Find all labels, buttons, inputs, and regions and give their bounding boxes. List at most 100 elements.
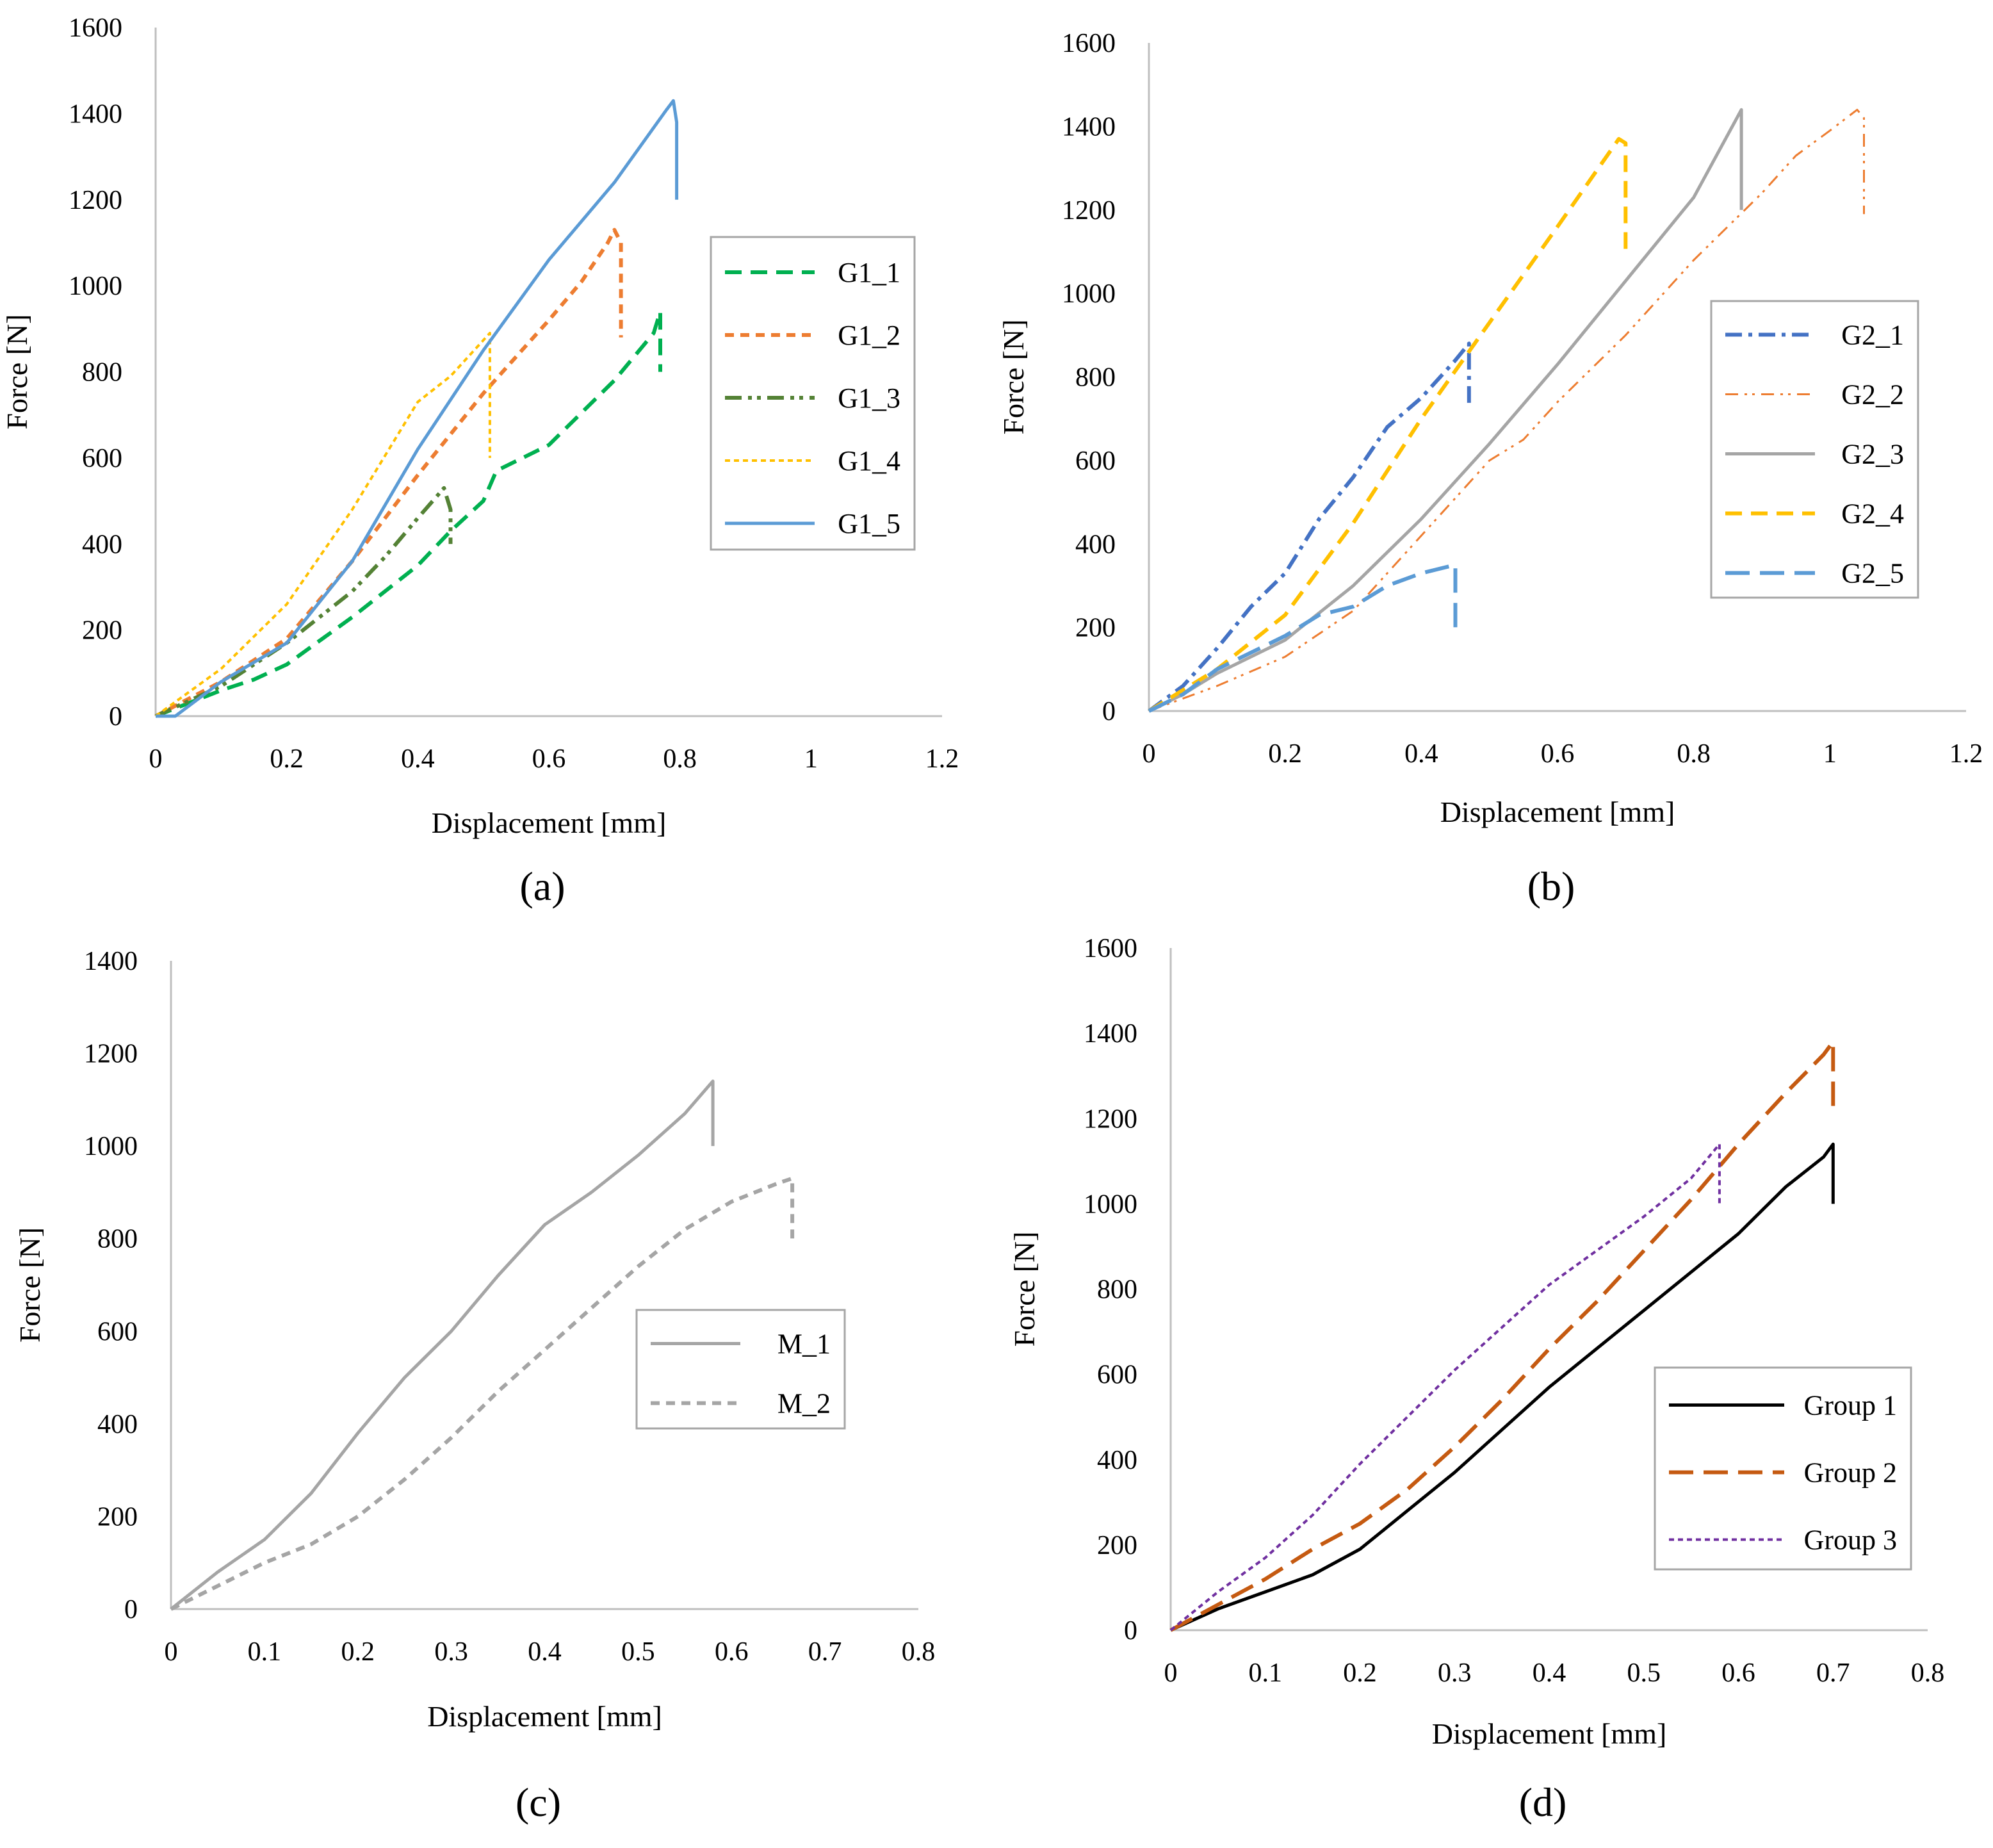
y-tick-label: 0 xyxy=(124,1595,138,1624)
x-tick-label: 0.5 xyxy=(1627,1658,1661,1688)
x-tick-label: 0.2 xyxy=(1268,739,1302,769)
legend-entry-label: G1_3 xyxy=(838,382,900,414)
y-tick-label: 600 xyxy=(97,1317,138,1346)
legend-box xyxy=(1654,1366,1912,1571)
x-tick-label: 0.6 xyxy=(1721,1658,1755,1688)
series-line-g1_4 xyxy=(154,332,491,717)
y-tick-label: 1000 xyxy=(84,1132,138,1161)
panel-label: (b) xyxy=(1527,863,1575,909)
legend-entry-label: G1_2 xyxy=(838,320,900,351)
panel-label: (d) xyxy=(1519,1779,1567,1825)
panel-d: 0 200 400 600 800 1000 1200 1400 1600 0 0.1 0.2 0.3 0… xyxy=(1008,934,1944,1825)
y-tick-label: 1600 xyxy=(1084,934,1137,963)
y-tick-label: 400 xyxy=(1097,1446,1137,1475)
panel-label: (c) xyxy=(516,1779,561,1825)
y-tick-label: 600 xyxy=(82,444,122,473)
legend-entry-label: G2_2 xyxy=(1841,379,1904,411)
x-tick-label: 0.4 xyxy=(1404,739,1438,769)
y-tick-label: 0 xyxy=(1124,1616,1137,1646)
legend: G2_1 G2_2 G2_3 G2_4 G2_5 xyxy=(1710,300,1919,599)
panel-label: (a) xyxy=(519,863,565,909)
legend-entry-label: M_2 xyxy=(777,1388,831,1419)
series-line-g2_5 xyxy=(1148,562,1458,713)
x-tick-label: 1 xyxy=(1823,739,1837,769)
series-line-g2_1 xyxy=(1148,341,1471,713)
y-tick-label: 400 xyxy=(97,1410,138,1439)
x-tick-label: 0.4 xyxy=(401,744,435,774)
panel-c: 0 200 400 600 800 1000 1200 1400 0 0.1 0.2 0.3 0.4 0.… xyxy=(13,947,935,1825)
x-tick-label: 0 xyxy=(165,1637,178,1667)
y-tick-label: 1000 xyxy=(1084,1190,1137,1219)
x-tick-label: 0.6 xyxy=(1541,739,1575,769)
y-axis-label: Force [N] xyxy=(1008,1231,1041,1346)
x-axis-label: Displacement [mm] xyxy=(1440,796,1675,828)
y-tick-label: 1400 xyxy=(1062,112,1116,142)
y-tick-label: 200 xyxy=(1097,1531,1137,1560)
legend: M_1 M_2 xyxy=(635,1309,846,1430)
series-line-g1_2 xyxy=(154,227,623,718)
y-tick-label: 400 xyxy=(1075,530,1116,559)
x-tick-label: 0 xyxy=(149,744,163,774)
legend-entry-label: Group 2 xyxy=(1804,1457,1897,1489)
y-tick-label: 0 xyxy=(109,702,122,732)
x-tick-label: 0.8 xyxy=(1677,739,1711,769)
legend-entry-label: G1_5 xyxy=(838,508,900,539)
y-tick-label: 800 xyxy=(1097,1275,1137,1305)
y-tick-label: 1200 xyxy=(69,186,122,215)
x-tick-label: 0.7 xyxy=(808,1637,842,1667)
y-tick-label: 1400 xyxy=(84,947,138,976)
series-line-g1_1 xyxy=(154,309,662,718)
legend-entry-label: M_1 xyxy=(777,1329,831,1360)
y-tick-label: 800 xyxy=(82,358,122,388)
y-tick-label: 1400 xyxy=(1084,1019,1137,1049)
y-tick-label: 1600 xyxy=(1062,29,1116,58)
y-axis-label: Force [N] xyxy=(13,1227,46,1343)
x-tick-label: 0.6 xyxy=(715,1637,749,1667)
panel-a: 0 200 400 600 800 1000 1200 1400 1600 0 0.2 0.4 0.6 0… xyxy=(1,13,959,909)
series-line-m_1 xyxy=(170,1079,715,1610)
legend-entry-label: G2_4 xyxy=(1841,498,1904,530)
legend-entry-label: G1_1 xyxy=(838,257,900,288)
y-tick-label: 0 xyxy=(1102,697,1116,726)
x-tick-label: 0 xyxy=(1164,1658,1178,1688)
series-line-group-3 xyxy=(1169,1143,1721,1631)
y-tick-label: 600 xyxy=(1075,446,1116,476)
series-line-g2_3 xyxy=(1148,108,1743,713)
y-tick-label: 1600 xyxy=(69,13,122,43)
x-tick-label: 0 xyxy=(1143,739,1156,769)
y-tick-label: 200 xyxy=(82,616,122,646)
y-tick-label: 600 xyxy=(1097,1361,1137,1390)
legend-box xyxy=(710,236,916,551)
x-tick-label: 0.4 xyxy=(528,1637,562,1667)
legend: G1_1 G1_2 G1_3 G1_4 G1_5 xyxy=(710,236,916,551)
series-line-g1_5 xyxy=(156,99,679,718)
x-tick-label: 1.2 xyxy=(925,744,959,774)
x-tick-label: 0.1 xyxy=(248,1637,282,1667)
series-line-g2_4 xyxy=(1148,136,1628,713)
x-tick-label: 0.8 xyxy=(1911,1658,1945,1688)
series-line-m_2 xyxy=(170,1176,795,1611)
x-tick-label: 0.2 xyxy=(341,1637,375,1667)
legend-entry-label: Group 3 xyxy=(1804,1525,1897,1556)
x-axis-label: Displacement [mm] xyxy=(427,1700,662,1733)
y-tick-label: 1000 xyxy=(69,272,122,301)
y-tick-label: 1000 xyxy=(1062,279,1116,309)
legend-entry-label: G2_1 xyxy=(1841,320,1904,351)
x-tick-label: 1 xyxy=(804,744,818,774)
legend-entry-label: Group 1 xyxy=(1804,1390,1897,1421)
x-tick-label: 0.8 xyxy=(902,1637,936,1667)
x-axis-label: Displacement [mm] xyxy=(432,806,667,839)
x-tick-label: 1.2 xyxy=(1949,739,1983,769)
y-tick-label: 1200 xyxy=(1062,196,1116,225)
x-tick-label: 0.7 xyxy=(1816,1658,1850,1688)
y-tick-label: 800 xyxy=(1075,363,1116,393)
series-line-g1_3 xyxy=(154,486,453,718)
legend-entry-label: G2_5 xyxy=(1841,558,1904,589)
y-tick-label: 400 xyxy=(82,530,122,559)
y-tick-label: 1200 xyxy=(84,1040,138,1069)
y-axis-label: Force [N] xyxy=(1,314,33,429)
x-tick-label: 0.8 xyxy=(663,744,697,774)
y-tick-label: 200 xyxy=(97,1502,138,1532)
x-tick-label: 0.3 xyxy=(434,1637,468,1667)
